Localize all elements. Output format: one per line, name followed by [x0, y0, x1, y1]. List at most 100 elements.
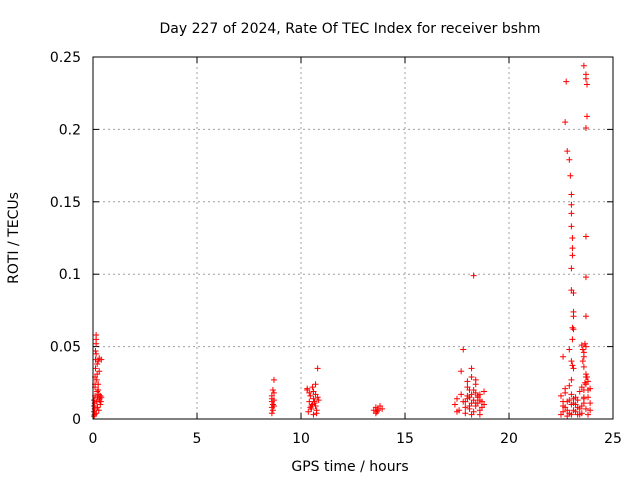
y-tick-label: 0.05 [50, 340, 81, 356]
x-tick-label: 15 [396, 431, 414, 447]
data-point [312, 402, 319, 409]
data-point [472, 400, 479, 407]
data-point [93, 350, 100, 357]
data-point [563, 78, 570, 85]
data-point [97, 401, 104, 408]
x-tick-label: 0 [89, 431, 98, 447]
data-point [587, 407, 594, 414]
data-point [97, 392, 104, 399]
data-point [454, 408, 460, 415]
data-point [560, 398, 567, 405]
data-point [578, 384, 585, 391]
data-point [95, 387, 102, 394]
data-point [570, 290, 577, 297]
data-point [581, 379, 588, 386]
data-point [95, 358, 102, 365]
data-point [460, 346, 467, 353]
data-point [307, 392, 314, 399]
data-point [306, 398, 313, 405]
data-point [313, 410, 320, 417]
data-point [580, 363, 587, 370]
y-axis-label: ROTI / TECUs [6, 192, 22, 284]
data-point [315, 397, 322, 404]
data-point [569, 336, 576, 343]
data-point [564, 413, 571, 420]
x-tick-label: 20 [500, 431, 518, 447]
data-point [468, 374, 475, 381]
data-point [379, 405, 386, 412]
data-point [580, 353, 587, 360]
data-point [468, 365, 475, 372]
data-point [93, 376, 100, 383]
data-point [570, 326, 577, 333]
x-tick-labels: 0 5 10 15 20 25 [89, 431, 622, 447]
data-point [566, 382, 573, 389]
data-point [578, 342, 585, 349]
data-point [308, 405, 315, 412]
y-tick-label: 0.25 [50, 50, 81, 66]
data-point [566, 156, 573, 163]
data-point [91, 397, 98, 404]
data-point [95, 407, 102, 414]
data-point [568, 411, 575, 418]
data-point [576, 405, 583, 412]
data-point [451, 401, 458, 408]
data-point [570, 365, 577, 372]
data-point [582, 124, 589, 131]
data-point [310, 388, 317, 395]
data-point [582, 371, 589, 378]
chart-title: Day 227 of 2024, Rate Of TEC Index for r… [159, 21, 540, 37]
data-point [564, 407, 571, 414]
data-point [582, 405, 589, 412]
data-point [568, 210, 575, 217]
data-point [568, 376, 575, 383]
data-point [270, 389, 277, 396]
y-tick-label: 0.2 [59, 122, 81, 138]
data-point [96, 397, 103, 404]
data-point [579, 358, 586, 365]
data-point [466, 402, 473, 409]
data-point [574, 411, 581, 418]
data-point [584, 113, 590, 120]
data-point [314, 365, 321, 372]
x-tick-label: 10 [292, 431, 310, 447]
data-point [585, 378, 592, 385]
data-point [314, 394, 321, 401]
data-point [560, 353, 567, 360]
data-point [93, 410, 100, 417]
data-point [309, 401, 316, 408]
data-point [558, 392, 564, 399]
data-point [582, 233, 589, 240]
data-point [478, 404, 485, 411]
data-point [270, 402, 277, 409]
data-point [464, 384, 471, 391]
data-point [568, 191, 575, 198]
data-point [568, 358, 575, 365]
data-point [568, 201, 575, 208]
data-point [476, 411, 483, 418]
axis-ticks [92, 56, 614, 420]
data-points [91, 62, 594, 420]
data-point [570, 313, 577, 320]
data-point [306, 389, 313, 396]
data-point [373, 408, 380, 415]
data-point [567, 172, 574, 179]
data-point [268, 410, 275, 417]
y-tick-label: 0 [72, 412, 81, 428]
data-point [569, 252, 576, 259]
data-point [454, 395, 460, 402]
data-point [458, 391, 465, 398]
data-point [582, 274, 589, 281]
data-point [310, 395, 317, 402]
data-point [580, 62, 587, 69]
data-point [94, 371, 101, 378]
data-point [269, 387, 276, 394]
data-point [466, 394, 473, 401]
data-point [569, 235, 576, 241]
data-point [562, 119, 569, 126]
data-point [584, 81, 590, 88]
x-tick-label: 5 [193, 431, 202, 447]
data-point [91, 402, 98, 409]
data-point [269, 401, 276, 408]
